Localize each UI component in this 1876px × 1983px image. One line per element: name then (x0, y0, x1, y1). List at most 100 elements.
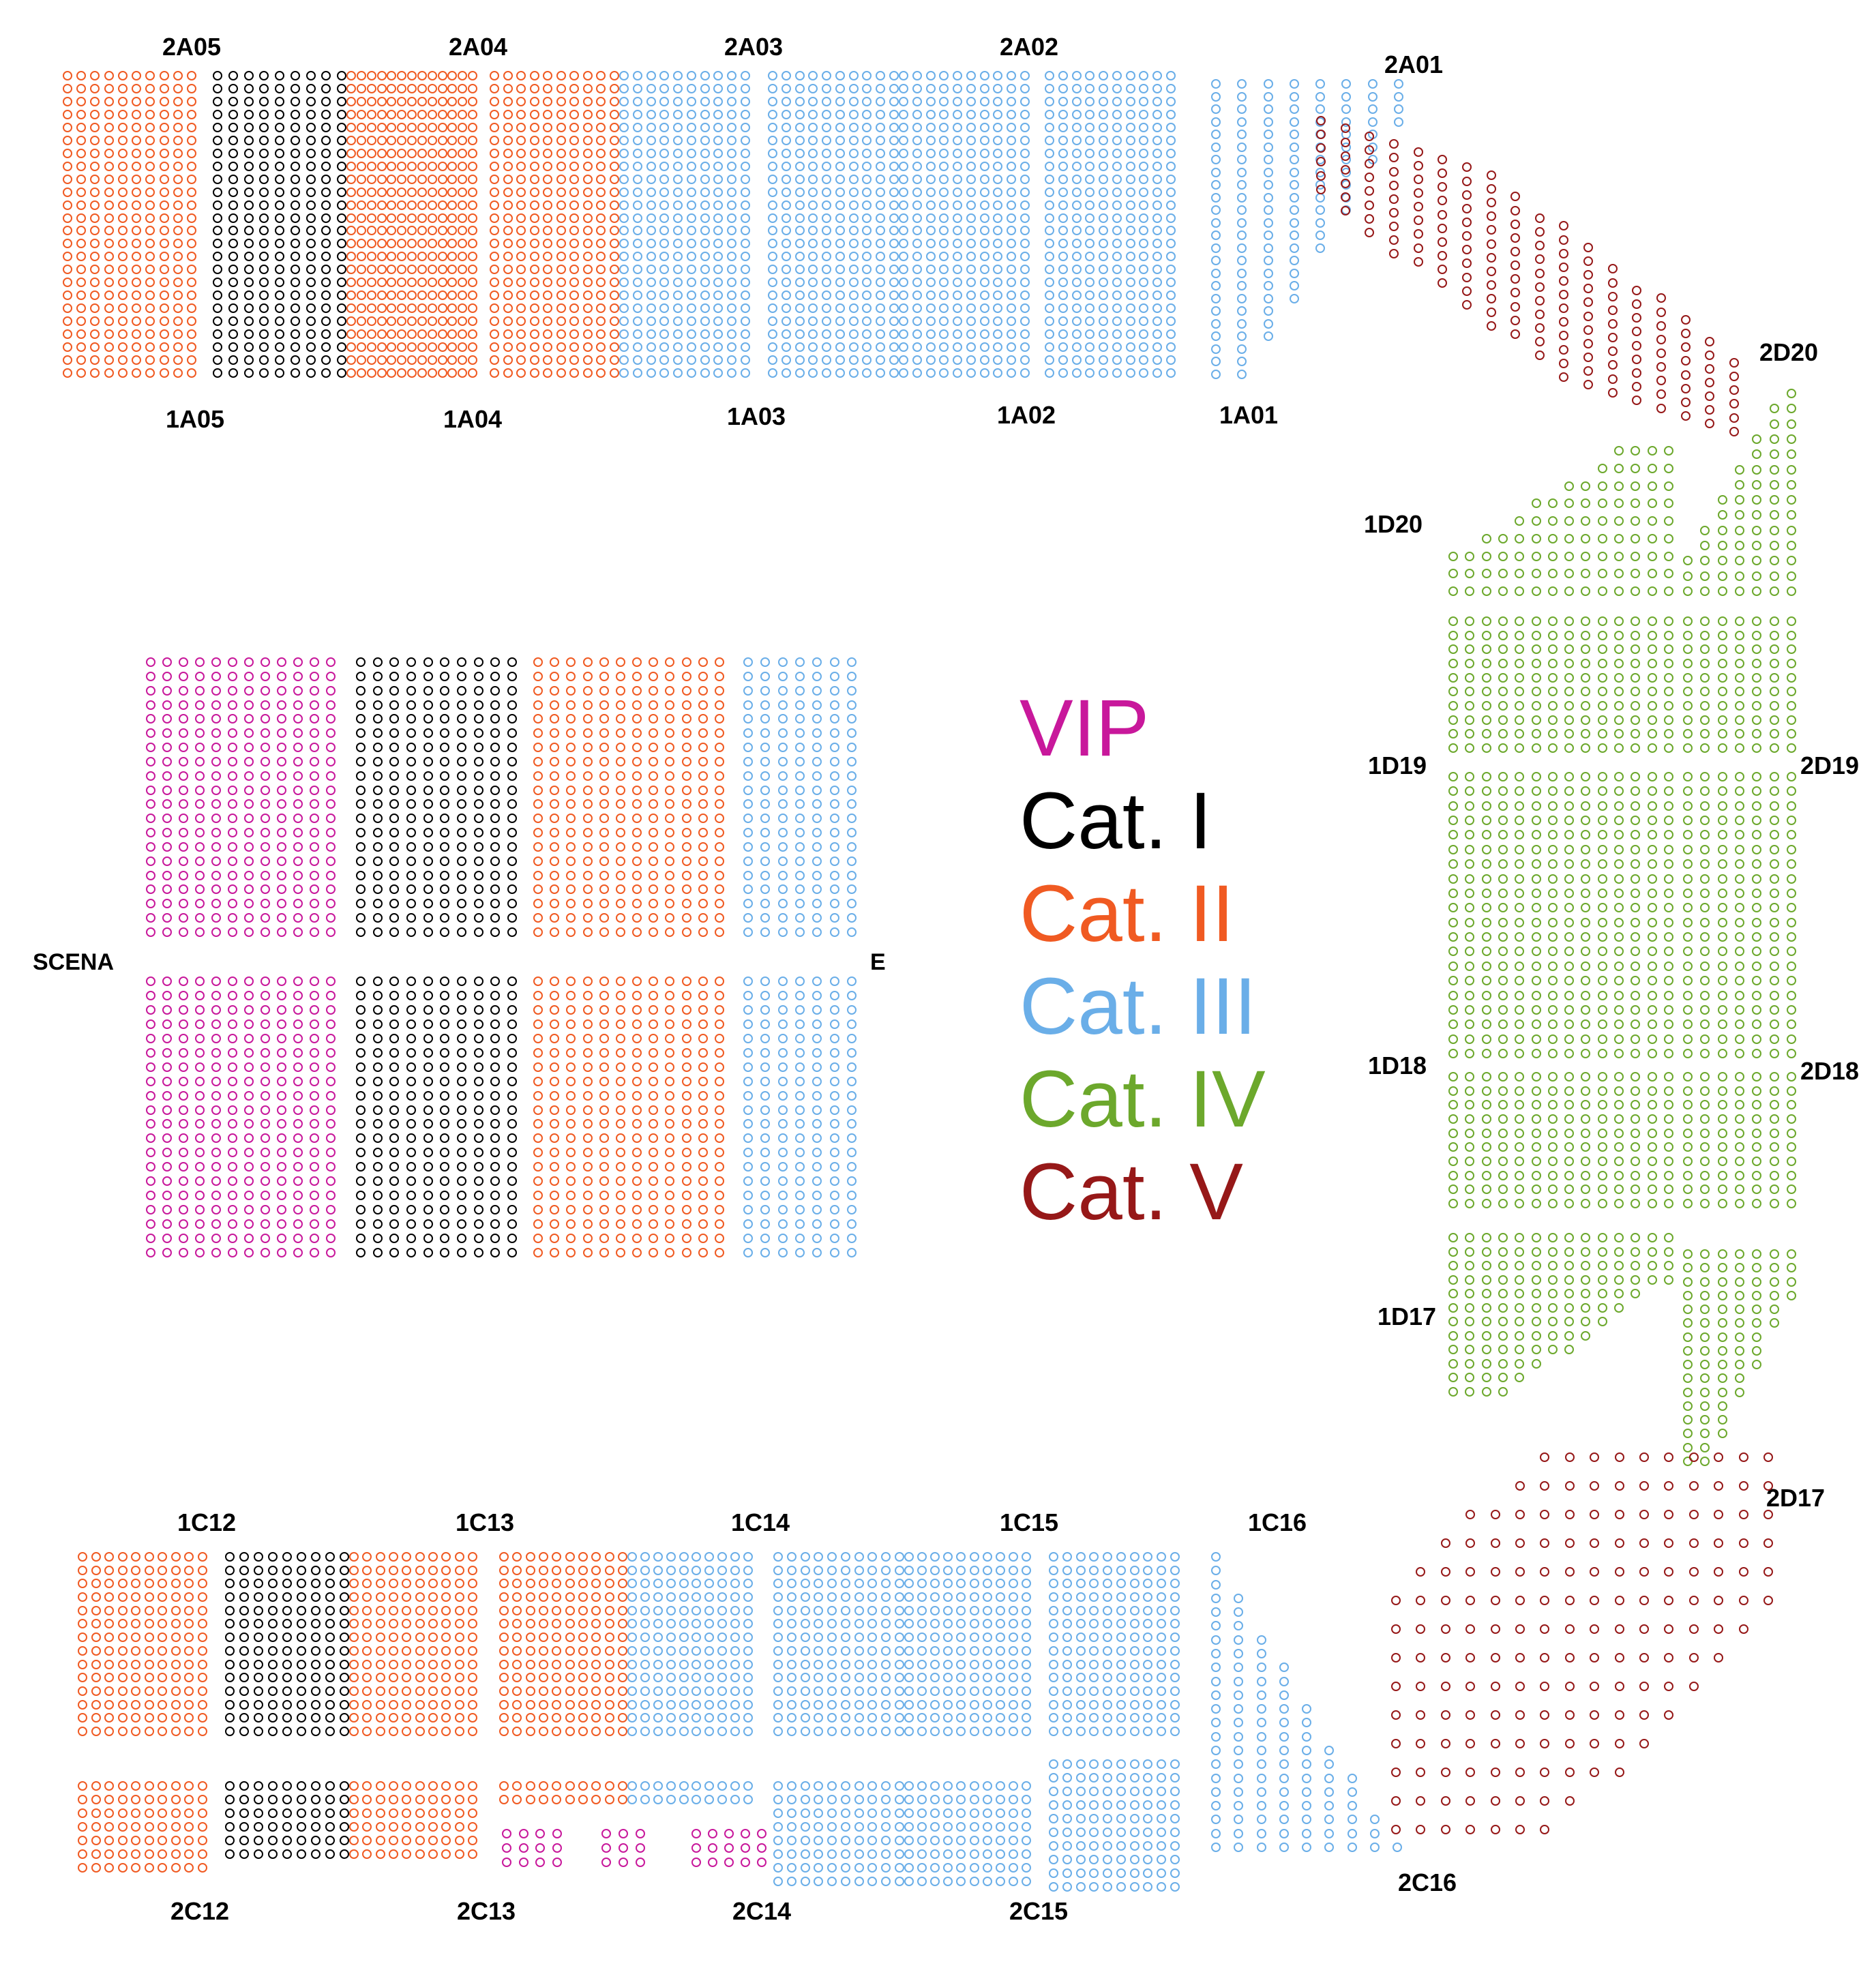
seat[interactable] (389, 1191, 400, 1201)
seat[interactable] (1465, 816, 1475, 826)
seat[interactable] (1139, 239, 1149, 249)
seat[interactable] (912, 122, 922, 132)
seat[interactable] (681, 1047, 691, 1058)
seat[interactable] (659, 71, 670, 80)
seat[interactable] (321, 303, 331, 314)
seat[interactable] (356, 71, 366, 80)
seat[interactable] (543, 187, 553, 197)
seat[interactable] (1564, 672, 1575, 683)
seat[interactable] (993, 355, 1003, 366)
seat[interactable] (649, 1162, 659, 1172)
seat[interactable] (1465, 961, 1475, 971)
seat[interactable] (427, 213, 437, 223)
seat[interactable] (1597, 672, 1607, 683)
seat[interactable] (993, 148, 1003, 158)
seat[interactable] (228, 148, 238, 158)
seat[interactable] (700, 71, 710, 80)
seat[interactable] (615, 814, 625, 824)
seat[interactable] (700, 265, 710, 275)
seat[interactable] (582, 187, 593, 197)
seat[interactable] (356, 1062, 366, 1072)
seat[interactable] (582, 799, 593, 809)
seat[interactable] (760, 976, 771, 986)
seat[interactable] (649, 841, 659, 852)
seat[interactable] (665, 1105, 675, 1115)
seat[interactable] (440, 1205, 450, 1215)
seat[interactable] (173, 290, 183, 301)
seat[interactable] (1515, 772, 1525, 781)
seat[interactable] (1752, 659, 1762, 668)
seat[interactable] (1752, 1049, 1762, 1058)
seat[interactable] (1125, 252, 1135, 262)
seat[interactable] (162, 1148, 172, 1158)
seat[interactable] (953, 342, 963, 353)
seat[interactable] (1752, 449, 1762, 460)
seat[interactable] (1481, 786, 1491, 796)
seat[interactable] (490, 728, 501, 739)
seat[interactable] (346, 161, 356, 171)
seat[interactable] (533, 1219, 543, 1229)
seat[interactable] (1071, 226, 1082, 236)
seat[interactable] (939, 174, 949, 184)
seat[interactable] (1045, 342, 1054, 353)
seat[interactable] (596, 342, 606, 353)
seat[interactable] (427, 135, 437, 145)
seat[interactable] (243, 71, 254, 80)
seat[interactable] (1547, 830, 1558, 840)
seat[interactable] (829, 884, 839, 895)
seat[interactable] (90, 148, 100, 158)
seat[interactable] (162, 685, 172, 696)
seat[interactable] (490, 785, 501, 795)
seat[interactable] (1717, 874, 1727, 884)
seat[interactable] (599, 1133, 609, 1144)
seat[interactable] (582, 161, 593, 171)
seat[interactable] (1735, 816, 1744, 826)
seat[interactable] (376, 342, 387, 353)
seat[interactable] (1607, 333, 1618, 343)
seat[interactable] (457, 899, 466, 909)
seat[interactable] (1647, 1086, 1657, 1096)
seat[interactable] (1510, 219, 1521, 229)
seat[interactable] (423, 913, 433, 923)
seat[interactable] (829, 1148, 839, 1158)
seat[interactable] (1597, 1199, 1607, 1208)
seat[interactable] (599, 799, 609, 809)
seat[interactable] (372, 1090, 383, 1101)
seat[interactable] (1700, 1049, 1710, 1058)
seat[interactable] (211, 913, 221, 923)
seat[interactable] (1717, 1034, 1727, 1044)
seat[interactable] (665, 1148, 675, 1158)
seat[interactable] (473, 1219, 483, 1229)
seat[interactable] (1448, 844, 1458, 854)
seat[interactable] (529, 278, 539, 288)
seat[interactable] (829, 685, 839, 696)
seat[interactable] (760, 1047, 771, 1058)
seat[interactable] (1531, 1034, 1541, 1044)
seat[interactable] (1564, 903, 1575, 913)
seat[interactable] (326, 1033, 336, 1043)
seat[interactable] (1045, 316, 1054, 327)
seat[interactable] (615, 728, 625, 739)
seat[interactable] (795, 870, 805, 880)
seat[interactable] (146, 700, 155, 710)
seat[interactable] (1020, 226, 1030, 236)
seat[interactable] (808, 161, 818, 171)
seat[interactable] (389, 1234, 400, 1244)
seat[interactable] (356, 1019, 366, 1029)
seat[interactable] (1700, 715, 1710, 725)
seat[interactable] (162, 785, 172, 795)
seat[interactable] (1071, 265, 1082, 275)
seat[interactable] (1597, 644, 1607, 655)
seat[interactable] (1085, 135, 1095, 145)
seat[interactable] (427, 278, 437, 288)
seat[interactable] (173, 303, 183, 314)
seat[interactable] (768, 96, 777, 106)
seat[interactable] (244, 870, 254, 880)
seat[interactable] (715, 870, 724, 880)
seat[interactable] (822, 109, 832, 119)
seat[interactable] (366, 122, 376, 132)
seat[interactable] (306, 135, 316, 145)
seat[interactable] (632, 174, 642, 184)
seat[interactable] (912, 135, 922, 145)
seat[interactable] (1211, 306, 1221, 316)
